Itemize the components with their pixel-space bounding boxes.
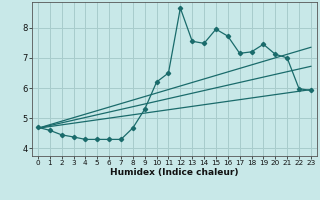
X-axis label: Humidex (Indice chaleur): Humidex (Indice chaleur) — [110, 168, 239, 177]
